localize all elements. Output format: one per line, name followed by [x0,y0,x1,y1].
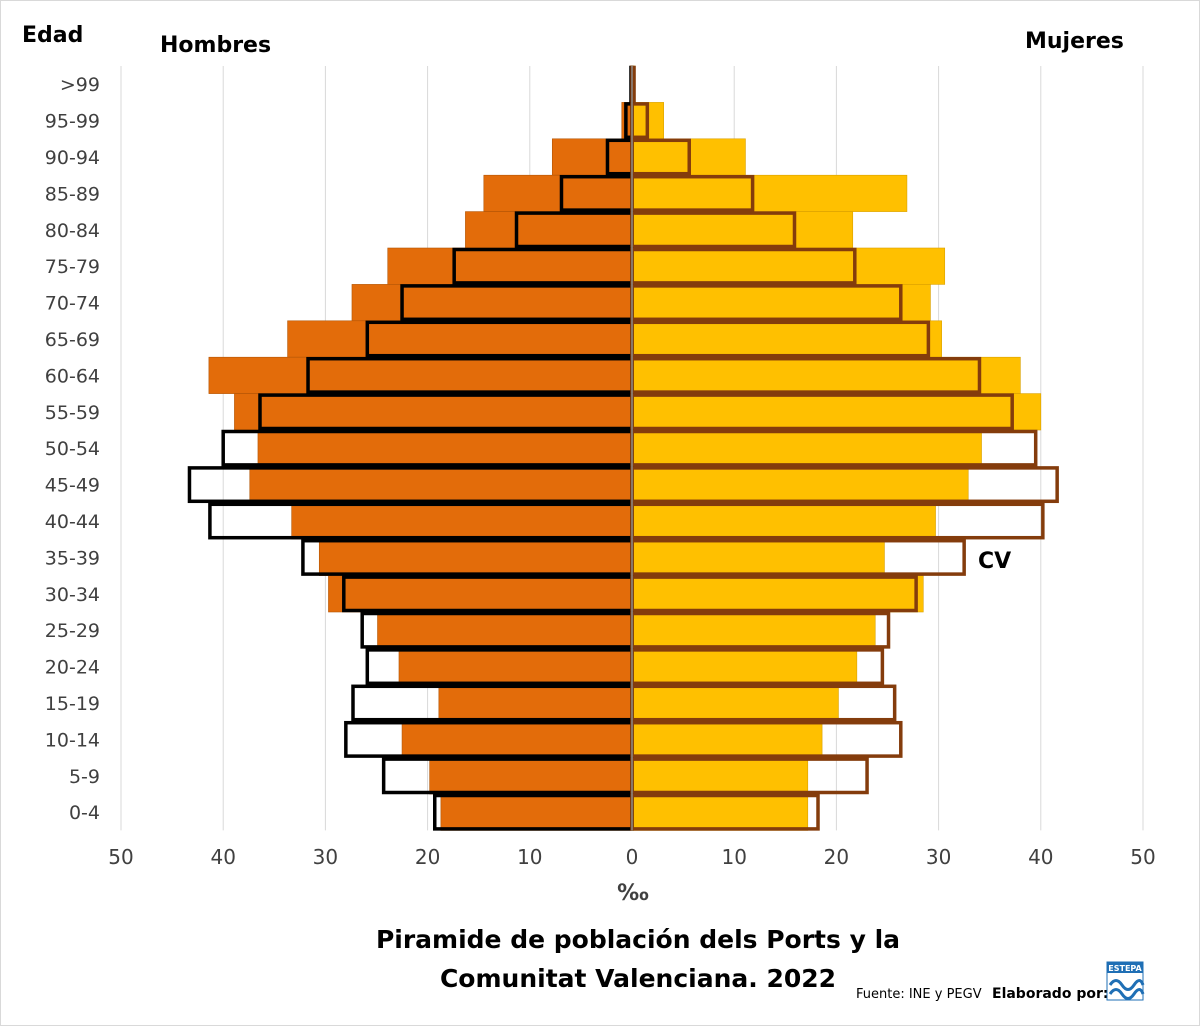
age-category-label: 85-89 [45,183,100,205]
bar-ports-mujeres [631,720,823,758]
bar-ports-hombres [291,502,633,540]
x-tick-label: 40 [1028,845,1053,869]
bar-ports-mujeres [631,538,885,576]
bar-ports-mujeres [631,284,931,322]
bar-ports-hombres [483,174,633,212]
bar-ports-hombres [401,720,633,758]
age-category-labels: >99 95-99 90-94 85-89 80-84 75-79 70-74 65-69 60… [45,74,100,824]
bar-ports-hombres [398,648,633,686]
source-note: Fuente: INE y PEGV [856,987,982,1002]
bar-ports-mujeres [631,320,942,358]
bar-ports-mujeres [631,793,809,831]
cv-annotation: CV [978,549,1011,574]
left-series-label: Hombres [160,33,271,58]
ports-bars [208,65,1042,831]
x-tick-label: 10 [517,845,542,869]
x-tick-labels: 50 40 30 20 10 0 10 20 30 40 50 [108,845,1155,869]
age-category-label: 5-9 [69,766,100,788]
x-tick-label: 30 [313,845,338,869]
bar-ports-mujeres [631,211,854,249]
logo-text: ESTEPA [1108,964,1142,973]
bar-ports-hombres [328,575,633,613]
chart-title-line-2: Comunitat Valenciana. 2022 [440,964,836,993]
age-category-label: 80-84 [45,220,100,242]
bar-ports-mujeres [631,502,936,540]
age-category-label: 50-54 [45,438,100,460]
x-tick-label: 50 [1130,845,1155,869]
age-category-label: 55-59 [45,402,100,424]
bar-ports-mujeres [631,648,858,686]
bar-ports-hombres [387,247,633,285]
estepa-logo: ESTEPA [1106,961,1145,1001]
bar-ports-hombres [318,538,633,576]
bar-ports-mujeres [631,466,969,504]
age-category-label: 15-19 [45,693,100,715]
bar-ports-hombres [438,684,633,722]
x-tick-label: 50 [108,845,133,869]
bar-ports-mujeres [631,611,876,649]
x-tick-label: 10 [721,845,746,869]
age-category-label: 95-99 [45,111,100,133]
x-tick-label: 20 [415,845,440,869]
age-category-label: 0-4 [69,802,100,824]
age-category-label: 25-29 [45,620,100,642]
age-category-label: 75-79 [45,256,100,278]
bar-ports-mujeres [631,356,1021,394]
chart-title-line-1: Piramide de población dels Ports y la [376,925,900,954]
x-tick-label: 20 [824,845,849,869]
bar-ports-mujeres [631,393,1042,431]
bar-ports-mujeres [631,429,982,467]
bar-ports-mujeres [631,684,839,722]
bar-ports-hombres [249,466,633,504]
age-category-label: 60-64 [45,365,100,387]
bar-ports-hombres [429,757,633,795]
bar-ports-mujeres [631,575,924,613]
age-category-label: 70-74 [45,293,100,315]
bar-ports-hombres [551,138,633,176]
x-tick-label: 40 [210,845,235,869]
y-axis-label: Edad [22,23,83,48]
bar-ports-hombres [234,393,633,431]
x-tick-label: 30 [926,845,951,869]
age-category-label: 90-94 [45,147,100,169]
bar-ports-hombres [257,429,633,467]
age-category-label: 40-44 [45,511,100,533]
age-category-label: 35-39 [45,547,100,569]
age-category-label: >99 [60,74,100,96]
age-category-label: 20-24 [45,657,100,679]
bar-ports-mujeres [631,247,946,285]
bar-ports-hombres [465,211,633,249]
bar-ports-mujeres [631,174,908,212]
age-category-label: 45-49 [45,475,100,497]
bar-ports-mujeres [631,757,809,795]
bar-ports-hombres [287,320,633,358]
age-category-label: 30-34 [45,584,100,606]
age-category-label: 65-69 [45,329,100,351]
credit-note: Elaborado por: [992,986,1108,1002]
bar-ports-hombres [440,793,633,831]
right-series-label: Mujeres [1025,29,1124,54]
x-tick-label: 0 [626,845,639,869]
bar-ports-hombres [351,284,633,322]
bar-ports-hombres [377,611,633,649]
x-axis-label: ‰ [617,881,649,906]
bar-ports-hombres [208,356,633,394]
age-category-label: 10-14 [45,729,100,751]
